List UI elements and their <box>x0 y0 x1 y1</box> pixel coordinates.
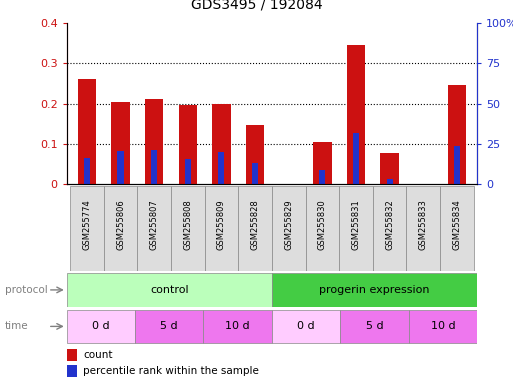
Bar <box>77 79 96 184</box>
Bar <box>409 310 477 343</box>
FancyBboxPatch shape <box>104 186 137 271</box>
FancyBboxPatch shape <box>440 186 473 271</box>
Bar <box>111 102 130 184</box>
Text: GSM255834: GSM255834 <box>452 199 461 250</box>
Text: 5 d: 5 d <box>366 321 383 331</box>
FancyBboxPatch shape <box>171 186 205 271</box>
FancyBboxPatch shape <box>272 186 306 271</box>
Bar <box>272 273 477 306</box>
FancyBboxPatch shape <box>373 186 406 271</box>
FancyBboxPatch shape <box>137 186 171 271</box>
Text: 0 d: 0 d <box>92 321 110 331</box>
Text: GSM255774: GSM255774 <box>83 199 91 250</box>
Bar <box>117 151 124 184</box>
Bar <box>84 158 90 184</box>
Text: control: control <box>150 285 189 295</box>
Bar <box>145 99 164 184</box>
FancyBboxPatch shape <box>406 186 440 271</box>
Bar <box>272 310 340 343</box>
Text: 10 d: 10 d <box>225 321 250 331</box>
FancyBboxPatch shape <box>339 186 373 271</box>
Text: progerin expression: progerin expression <box>319 285 430 295</box>
Bar <box>67 310 135 343</box>
Text: GSM255808: GSM255808 <box>183 199 192 250</box>
Text: GSM255831: GSM255831 <box>351 199 361 250</box>
FancyBboxPatch shape <box>238 186 272 271</box>
Bar <box>319 170 325 184</box>
Bar <box>67 273 272 306</box>
Text: protocol: protocol <box>5 285 48 295</box>
FancyBboxPatch shape <box>70 186 104 271</box>
Bar <box>380 153 399 184</box>
Bar <box>454 146 460 184</box>
Text: count: count <box>83 350 113 360</box>
Text: 5 d: 5 d <box>161 321 178 331</box>
Text: GSM255829: GSM255829 <box>284 199 293 250</box>
Text: GDS3495 / 192084: GDS3495 / 192084 <box>191 0 322 12</box>
Text: 0 d: 0 d <box>297 321 315 331</box>
Text: 10 d: 10 d <box>430 321 455 331</box>
Text: GSM255828: GSM255828 <box>250 199 260 250</box>
Text: GSM255833: GSM255833 <box>419 199 428 250</box>
Bar <box>179 105 197 184</box>
Bar <box>67 349 77 361</box>
Bar <box>340 310 409 343</box>
Bar <box>151 150 157 184</box>
Bar <box>67 365 77 377</box>
Text: GSM255806: GSM255806 <box>116 199 125 250</box>
Bar <box>387 179 392 184</box>
Text: percentile rank within the sample: percentile rank within the sample <box>83 366 259 376</box>
Bar <box>212 104 231 184</box>
Bar <box>204 310 272 343</box>
Text: GSM255807: GSM255807 <box>150 199 159 250</box>
Bar <box>347 45 365 184</box>
Bar <box>219 152 225 184</box>
Bar <box>252 163 258 184</box>
FancyBboxPatch shape <box>306 186 339 271</box>
Bar <box>353 133 359 184</box>
Text: GSM255832: GSM255832 <box>385 199 394 250</box>
Bar <box>185 159 191 184</box>
Bar <box>135 310 204 343</box>
Bar <box>313 142 331 184</box>
Text: time: time <box>5 321 29 331</box>
Text: GSM255809: GSM255809 <box>217 199 226 250</box>
Bar <box>448 85 466 184</box>
Text: GSM255830: GSM255830 <box>318 199 327 250</box>
FancyBboxPatch shape <box>205 186 238 271</box>
Bar <box>246 125 264 184</box>
